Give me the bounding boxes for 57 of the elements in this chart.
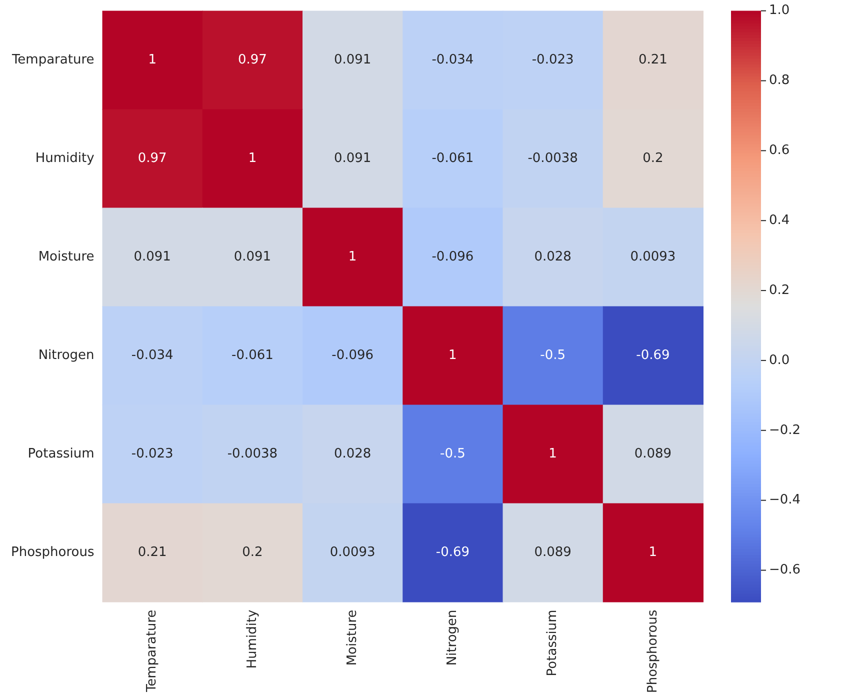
color-bar-label: −0.6 [769,562,801,578]
data-label: -0.096 [332,348,374,363]
data-label: 0.091 [134,249,171,264]
data-label: 0.091 [234,249,272,264]
data-label: 1 [148,52,156,68]
y-tick-label: Humidity [35,150,95,166]
data-label: -0.0038 [227,446,278,462]
data-label: -0.061 [231,348,274,363]
data-label: -0.023 [532,52,574,68]
data-label: 1 [448,348,457,363]
data-label: 0.091 [334,150,372,166]
data-label: 0.091 [334,52,372,68]
data-label: -0.061 [432,150,474,166]
color-bar-label: 0.6 [769,143,790,158]
x-tick-label: Potassium [545,610,560,676]
data-label: -0.5 [440,446,466,462]
x-tick-label: Temparature [144,610,160,694]
data-label: 0.97 [138,150,167,166]
data-label: 0.028 [334,446,372,462]
data-label: 0.028 [534,249,572,264]
y-tick-label: Potassium [28,446,94,462]
data-label: -0.096 [432,249,474,264]
data-label: 1 [348,249,357,264]
color-bar-label: 1.0 [769,3,790,18]
data-label: -0.5 [540,348,566,363]
data-label: 0.2 [242,544,263,560]
color-bar-label: −0.2 [769,422,801,438]
data-label: 0.089 [634,446,672,462]
data-label: -0.69 [436,544,470,560]
data-label: -0.034 [131,348,174,363]
data-label: 1 [248,150,257,166]
data-label: -0.69 [636,348,670,363]
data-label: -0.0038 [528,150,578,166]
y-tick-label: Temparature [10,52,94,68]
color-bar-label: 0.0 [769,352,790,368]
color-bar-label: 0.4 [769,212,790,228]
data-label: -0.023 [131,446,174,462]
data-label: 0.2 [642,150,664,166]
data-label: 0.089 [534,544,572,560]
data-label: 0.21 [138,544,167,560]
data-label: 0.0093 [330,544,376,560]
color-bar-label: 0.8 [769,73,790,88]
y-tick-label: Phosphorous [10,544,94,560]
color-bar-label: −0.4 [769,492,801,508]
color-bar-label: 0.2 [769,282,790,298]
x-tick-label: Phosphorous [645,610,660,694]
data-label: 0.21 [638,52,668,68]
data-label: -0.034 [432,52,474,68]
y-tick-label: Nitrogen [38,348,94,363]
x-tick-label: Humidity [244,609,260,669]
x-tick-label: Moisture [344,610,360,666]
data-label: 0.0093 [630,249,676,264]
data-label: 1 [648,544,658,560]
y-tick-label: Moisture [38,249,94,264]
data-label: 1 [548,446,557,462]
data-label: 0.97 [238,52,267,68]
x-tick-label: Nitrogen [445,610,460,666]
